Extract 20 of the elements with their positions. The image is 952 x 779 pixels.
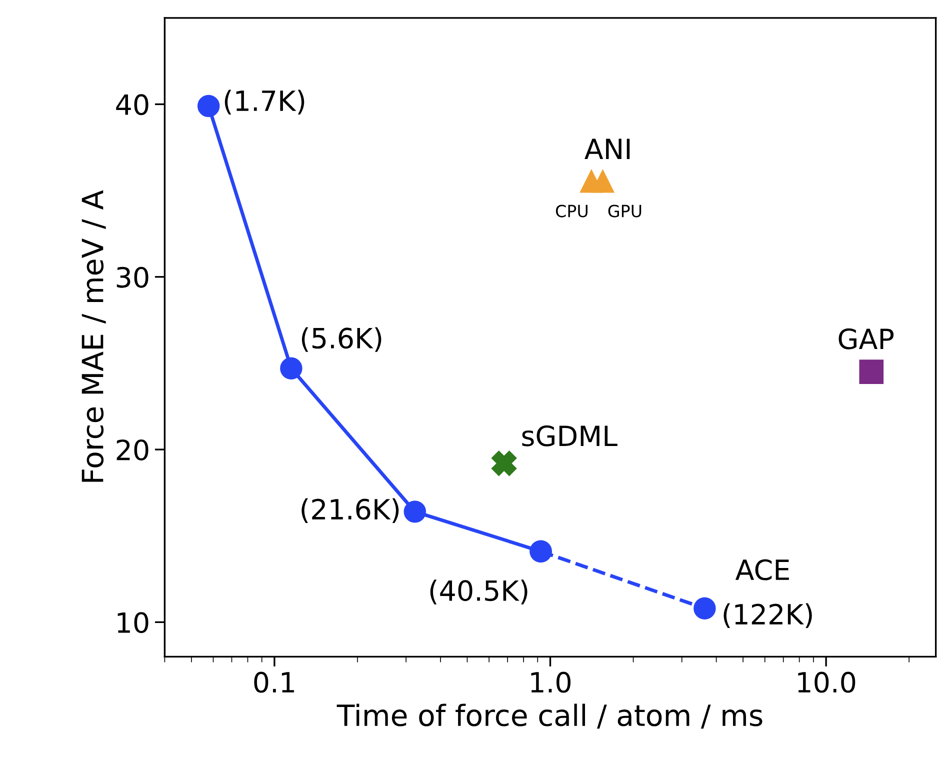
annotation: (5.6K) xyxy=(302,327,382,352)
x-axis-title: Time of force call / atom / ms xyxy=(336,704,762,729)
annotation: (1.7K) xyxy=(224,90,304,115)
annotation: (21.6K) xyxy=(302,498,399,524)
annotation: GAP xyxy=(838,328,894,350)
y-tick-label: 30 xyxy=(116,266,148,288)
annotation: GPU xyxy=(608,204,642,218)
y-axis-title: Force MAE / meV / A xyxy=(82,190,106,482)
annotation: ANI xyxy=(584,138,630,160)
x-tick-label: 1.0 xyxy=(531,672,570,693)
x-tick-label: 0.1 xyxy=(254,672,294,693)
annotation: CPU xyxy=(556,204,588,218)
annotation: sGDML xyxy=(522,425,618,446)
annotation: (122K) xyxy=(724,603,812,628)
y-tick-label: 10 xyxy=(118,612,148,634)
y-tick-label: 20 xyxy=(116,439,148,460)
y-tick-label: 40 xyxy=(116,94,148,116)
x-tick-label: 10.0 xyxy=(798,672,856,693)
annotation: (40.5K) xyxy=(430,580,528,604)
annotation: ACE xyxy=(735,559,789,580)
